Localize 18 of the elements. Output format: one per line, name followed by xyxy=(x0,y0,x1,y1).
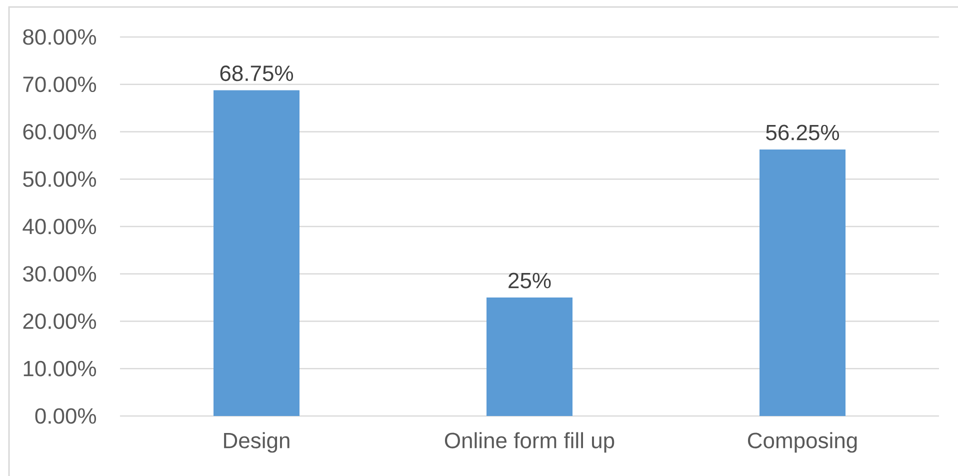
data-label: 56.25% xyxy=(766,124,840,140)
y-tick-label: 0.00% xyxy=(35,408,96,424)
y-tick-label: 80.00% xyxy=(23,29,96,45)
y-tick-label: 50.00% xyxy=(23,171,96,187)
x-tick-label: Composing xyxy=(748,432,857,453)
y-tick-label: 20.00% xyxy=(23,313,96,330)
bar xyxy=(214,90,300,416)
data-label: 68.75% xyxy=(220,66,294,82)
y-tick-label: 70.00% xyxy=(23,76,96,92)
x-tick-label: Online form fill up xyxy=(444,432,614,453)
data-label: 25% xyxy=(508,272,551,288)
y-tick-label: 30.00% xyxy=(23,266,96,282)
bar xyxy=(760,150,846,416)
bar xyxy=(486,298,573,416)
y-tick-label: 10.00% xyxy=(24,360,96,376)
y-tick-label: 60.00% xyxy=(23,124,96,140)
x-tick-label: Design xyxy=(224,432,290,453)
y-tick-label: 40.00% xyxy=(22,218,96,234)
